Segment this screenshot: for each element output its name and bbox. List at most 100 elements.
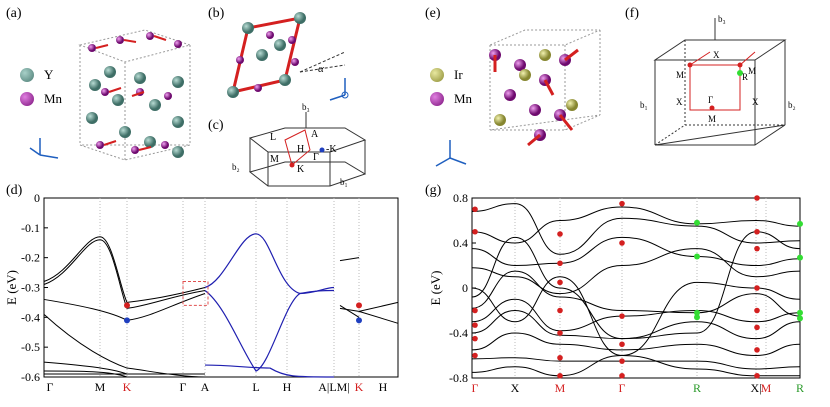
chart-g-xtick-label: R xyxy=(693,381,701,395)
svg-text:M: M xyxy=(270,154,279,165)
brillouin-zone-f: b₃ X M R M X X Γ M b₁ b₂ xyxy=(640,14,796,146)
svg-text:M: M xyxy=(676,70,684,80)
chart-g-marker xyxy=(619,313,625,319)
chart-g-marker xyxy=(797,309,803,316)
chart-g-marker xyxy=(619,240,625,246)
chart-g-band xyxy=(471,276,801,357)
chart-g-band xyxy=(471,332,801,357)
chart-d-xtick-label: H xyxy=(379,380,388,394)
legend-e-ir: Ir xyxy=(430,66,463,84)
chart-g-band xyxy=(471,309,801,340)
legend-e-mn-label: Mn xyxy=(454,91,473,106)
panel-label-g: (g) xyxy=(425,183,442,198)
chart-g-marker xyxy=(694,314,700,321)
chart-g-marker xyxy=(557,279,563,286)
chart-g-ytick-label: 0 xyxy=(462,281,468,295)
chart-d-ytick-label: -0.5 xyxy=(21,340,40,354)
svg-text:L: L xyxy=(270,132,276,143)
chart-d-band-segment xyxy=(339,257,360,262)
svg-text:K: K xyxy=(297,164,305,175)
chart-d-marker xyxy=(356,317,362,324)
svg-text:Γ: Γ xyxy=(313,152,319,163)
panel-label-d: (d) xyxy=(6,183,23,198)
chart-g-marker xyxy=(472,335,478,342)
chart-g-marker xyxy=(797,315,803,322)
chart-d-ytick-label: 0 xyxy=(34,191,40,205)
chart-g-marker xyxy=(557,330,563,336)
chart-d-xtick-label: K xyxy=(355,380,364,394)
chart-g-marker xyxy=(557,372,563,379)
chart-g-marker xyxy=(754,285,760,291)
chart-g-band xyxy=(471,206,801,244)
chart-g-ytick-label: 0.8 xyxy=(453,191,468,205)
chart-g-xtick-label: Γ xyxy=(619,381,626,395)
manganese-atom-icon xyxy=(430,92,444,107)
brillouin-zone-c: L A H M ΓK -K b₃ b₂ b₁ xyxy=(232,102,367,187)
chart-d-xtick-label: A|LM| xyxy=(318,380,349,394)
panel-label-a: (a) xyxy=(6,6,22,21)
chart-g-marker xyxy=(754,228,760,235)
chart-g-marker xyxy=(797,220,803,227)
panel-label-b: (b) xyxy=(208,6,225,21)
chart-g-xtick-label: Γ xyxy=(472,381,479,395)
svg-text:A: A xyxy=(311,129,319,140)
chart-g-marker xyxy=(619,341,625,348)
chart-g-xtick-label: X xyxy=(511,381,520,395)
svg-text:b₃: b₃ xyxy=(718,14,726,24)
chart-g-band xyxy=(471,236,801,267)
svg-text:R: R xyxy=(742,72,748,82)
legend-a-y-label: Y xyxy=(44,67,54,82)
structure-e xyxy=(435,29,601,167)
panel-label-e: (e) xyxy=(425,6,441,21)
chart-g-marker xyxy=(754,372,760,379)
chart-d-marker xyxy=(124,317,130,324)
chart-g-marker xyxy=(754,347,760,353)
chart-g-band xyxy=(471,354,800,377)
chart-d-band-segment xyxy=(339,304,360,318)
chart-d-band xyxy=(43,361,128,375)
chart-g-ytick-label: 0.4 xyxy=(453,236,468,250)
chart-g-marker xyxy=(619,200,625,207)
axes-icon-e xyxy=(435,140,467,167)
svg-text:-K: -K xyxy=(326,144,337,155)
svg-text:X: X xyxy=(676,97,683,107)
svg-text:H: H xyxy=(297,144,304,155)
chart-d-xtick-label: L xyxy=(252,380,259,394)
chart-g-band xyxy=(471,298,801,332)
svg-text:M: M xyxy=(708,114,716,124)
chart-g-band xyxy=(471,248,801,295)
svg-text:b₃: b₃ xyxy=(302,102,310,112)
chart-d-band-segment xyxy=(339,307,360,312)
svg-text:X: X xyxy=(752,97,759,107)
chart-g-marker xyxy=(754,245,760,252)
yttrium-atom-icon xyxy=(20,68,34,83)
chart-d-ytick-label: -0.1 xyxy=(21,221,40,235)
chart-g-marker xyxy=(472,228,478,235)
chart-d-marker xyxy=(356,302,362,309)
chart-d-highlight-band xyxy=(204,364,335,378)
chart-d-xtick-label: Γ xyxy=(180,380,187,394)
chart-g-xtick-label: M xyxy=(555,381,566,395)
chart-d-xtick-label: K xyxy=(123,380,132,394)
chart-d-zoom-box xyxy=(182,281,209,306)
svg-text:Γ: Γ xyxy=(708,95,713,105)
chart-g-marker xyxy=(619,358,625,364)
chart-g-ytick-label: -0.8 xyxy=(449,371,468,385)
chart-d-ytick-label: -0.2 xyxy=(21,251,40,265)
legend-a-mn: Mn xyxy=(20,90,62,108)
chart-g-marker xyxy=(797,254,803,261)
svg-text:M: M xyxy=(748,66,756,76)
iridium-atom-icon xyxy=(430,68,444,83)
chart-d-band xyxy=(43,236,206,303)
legend-a-mn-label: Mn xyxy=(44,91,63,106)
angle-alpha-label: α xyxy=(318,63,324,75)
chart-g-xtick-label: R xyxy=(796,381,804,395)
chart-g-marker xyxy=(472,307,478,314)
chart-d-ytick-label: -0.4 xyxy=(21,310,40,324)
chart-d-ytick-label: -0.3 xyxy=(21,281,40,295)
svg-text:b₂: b₂ xyxy=(788,100,796,110)
chart-g-marker xyxy=(694,309,700,316)
